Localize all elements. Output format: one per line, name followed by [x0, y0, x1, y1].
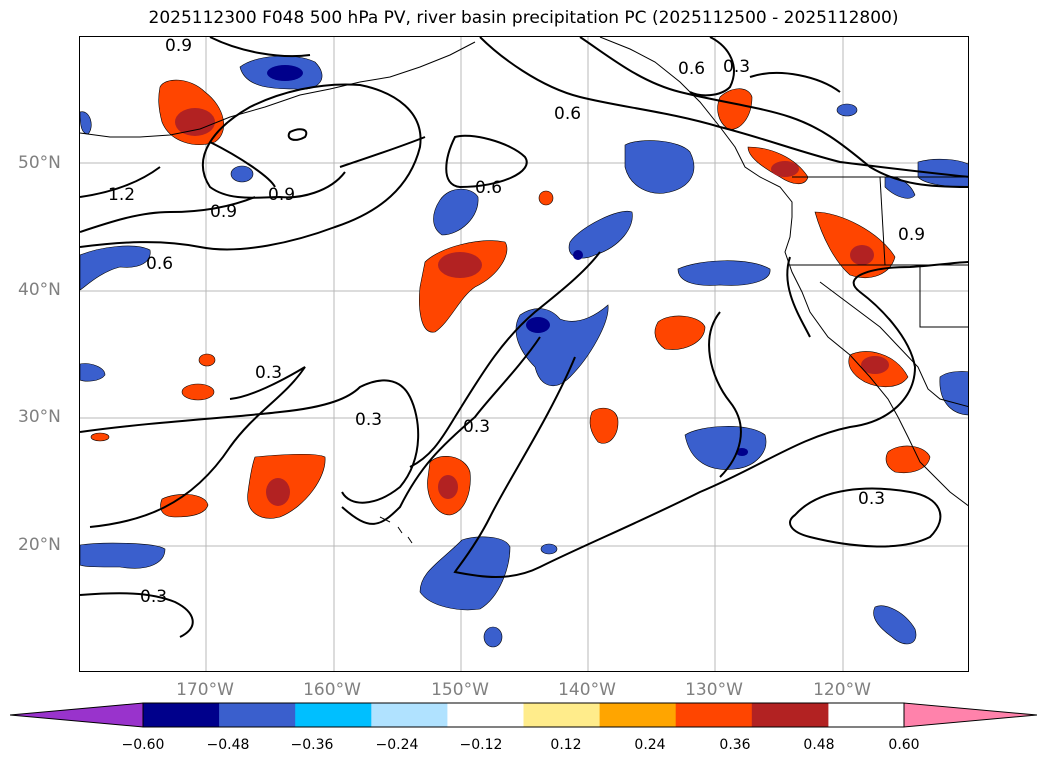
- blue-blob: [230, 165, 254, 183]
- red-core: [861, 356, 889, 374]
- colorbar-segment: [523, 703, 601, 727]
- map-plot-area: 0.9 0.6 0.3 0.6 1.2 0.9 0.9 0.6 0.6 0.9 …: [79, 36, 969, 672]
- orange-blob: [198, 353, 216, 367]
- coastlines: [80, 37, 968, 544]
- blue-core: [736, 448, 748, 456]
- colorbar-extend-min: [10, 703, 143, 727]
- colorbar-label: −0.60: [121, 737, 165, 753]
- orange-blob: [717, 88, 753, 130]
- graticule: [80, 37, 968, 671]
- blue-blob: [80, 111, 92, 135]
- x-tick-label: 160°W: [303, 680, 361, 700]
- red-core: [771, 161, 799, 177]
- colorbar-segment: [371, 703, 448, 727]
- blue-blob: [836, 103, 858, 117]
- contour-label: 0.3: [858, 489, 885, 509]
- contour-label: 0.3: [355, 410, 382, 430]
- x-tick-label: 130°W: [685, 680, 743, 700]
- colorbar-label: 0.48: [803, 737, 835, 753]
- blue-blob: [917, 158, 968, 188]
- x-tick-label: 170°W: [176, 680, 234, 700]
- contour-label: 0.3: [255, 363, 282, 383]
- y-tick-label: 40°N: [18, 280, 61, 300]
- blue-core: [573, 250, 583, 260]
- blue-blob: [80, 542, 166, 569]
- red-core: [850, 245, 874, 265]
- blue-blob: [433, 188, 479, 236]
- orange-blob: [160, 494, 209, 518]
- red-core: [175, 108, 215, 136]
- red-core: [438, 475, 458, 499]
- orange-blob: [589, 407, 619, 444]
- x-tick-label: 150°W: [431, 680, 489, 700]
- colorbar-label: 0.12: [550, 737, 582, 753]
- colorbar-segment: [751, 703, 829, 727]
- colorbar-segment: [219, 703, 296, 727]
- blue-core: [526, 317, 550, 333]
- blue-blob: [677, 260, 771, 286]
- blue-blob: [684, 426, 767, 470]
- contour-label: 0.3: [463, 417, 490, 437]
- blue-blob: [483, 626, 503, 648]
- colorbar-label: −0.12: [459, 737, 503, 753]
- contour-label: 0.3: [723, 57, 750, 77]
- y-tick-label: 30°N: [18, 407, 61, 427]
- negative-precip-regions: [80, 55, 968, 648]
- contour-label: 0.6: [678, 59, 705, 79]
- red-core: [438, 252, 482, 278]
- orange-blob: [181, 383, 215, 401]
- x-tick-label: 140°W: [558, 680, 616, 700]
- blue-blob: [873, 605, 917, 645]
- pv-contours: [80, 37, 968, 638]
- blue-blob: [540, 543, 558, 555]
- orange-blob: [90, 432, 110, 442]
- contour-label: 0.3: [140, 587, 167, 607]
- colorbar-label: −0.24: [375, 737, 419, 753]
- y-tick-label: 20°N: [18, 535, 61, 555]
- colorbar: [10, 702, 1037, 728]
- map-title: 2025112300 F048 500 hPa PV, river basin …: [148, 8, 899, 28]
- map-canvas: 0.9 0.6 0.3 0.6 1.2 0.9 0.9 0.6 0.6 0.9 …: [80, 37, 968, 671]
- positive-precip-regions: [90, 79, 931, 519]
- x-tick-label: 120°W: [813, 680, 871, 700]
- contour-label: 0.6: [475, 178, 502, 198]
- contour-label: 1.2: [108, 185, 135, 205]
- colorbar-segment: [599, 703, 677, 727]
- red-core: [266, 478, 290, 506]
- blue-blob: [80, 363, 106, 382]
- contour-label: 0.6: [554, 104, 581, 124]
- contour-label: 0.9: [268, 185, 295, 205]
- contour-label-group: 0.9 0.6 0.3 0.6 1.2 0.9 0.9 0.6 0.6 0.9 …: [108, 37, 925, 607]
- orange-blob: [538, 190, 554, 206]
- y-tick-label: 50°N: [18, 153, 61, 173]
- orange-blob: [654, 315, 706, 350]
- colorbar-segment: [143, 703, 220, 727]
- colorbar-extend-max: [904, 703, 1037, 727]
- colorbar-segment: [295, 703, 372, 727]
- colorbar-segment: [675, 703, 753, 727]
- orange-blob: [885, 445, 931, 474]
- colorbar-label: 0.24: [634, 737, 666, 753]
- orange-blob: [814, 211, 896, 278]
- contour-label: 0.9: [210, 202, 237, 222]
- colorbar-label: 0.36: [719, 737, 751, 753]
- blue-core: [267, 65, 303, 81]
- colorbar-label: −0.36: [290, 737, 334, 753]
- blue-blob: [939, 371, 968, 416]
- contour-label: 0.9: [898, 225, 925, 245]
- colorbar-label: −0.48: [206, 737, 250, 753]
- blue-blob: [80, 245, 151, 291]
- blue-blob: [624, 140, 695, 194]
- contour-label: 0.9: [165, 37, 192, 56]
- colorbar-segment: [447, 703, 524, 727]
- colorbar-label: 0.60: [888, 737, 920, 753]
- contour-label: 0.6: [146, 254, 173, 274]
